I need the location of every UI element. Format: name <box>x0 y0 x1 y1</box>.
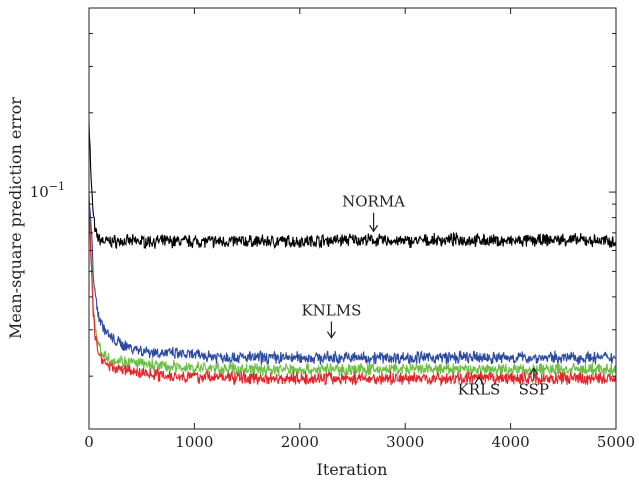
annotation-label-ssp: SSP <box>519 381 549 399</box>
x-tick-label: 0 <box>84 433 94 451</box>
axes: 0 1000 2000 3000 4000 5000 10−1 NORMA KNLMS KRLS S… <box>30 8 635 451</box>
x-axis-title: Iteration <box>317 460 388 479</box>
annotation-arrowhead-knlms <box>326 331 336 339</box>
annotation-arrowhead-ssp <box>529 367 539 375</box>
x-tick-label: 3000 <box>386 433 424 451</box>
annotation-arrowhead-norma <box>369 224 379 233</box>
series-line-knlms <box>88 193 617 366</box>
y-tick-label: 10−1 <box>30 180 65 201</box>
annotation-label-krls: KRLS <box>458 381 501 399</box>
plot-frame <box>88 7 617 430</box>
y-axis-title: Mean-square prediction error <box>6 97 25 339</box>
x-tick-label: 5000 <box>597 433 635 451</box>
annotation-label-norma: NORMA <box>342 193 405 211</box>
annotation-arrowhead-krls <box>474 376 484 384</box>
annotation-label-knlms: KNLMS <box>301 301 361 319</box>
series-line-krls <box>88 202 617 387</box>
series-line-ssp <box>88 203 617 378</box>
plot-marks <box>88 121 617 387</box>
x-tick-label: 4000 <box>492 433 530 451</box>
x-tick-label: 1000 <box>175 433 213 451</box>
series-line-norma <box>88 121 617 250</box>
x-tick-label: 2000 <box>281 433 319 451</box>
